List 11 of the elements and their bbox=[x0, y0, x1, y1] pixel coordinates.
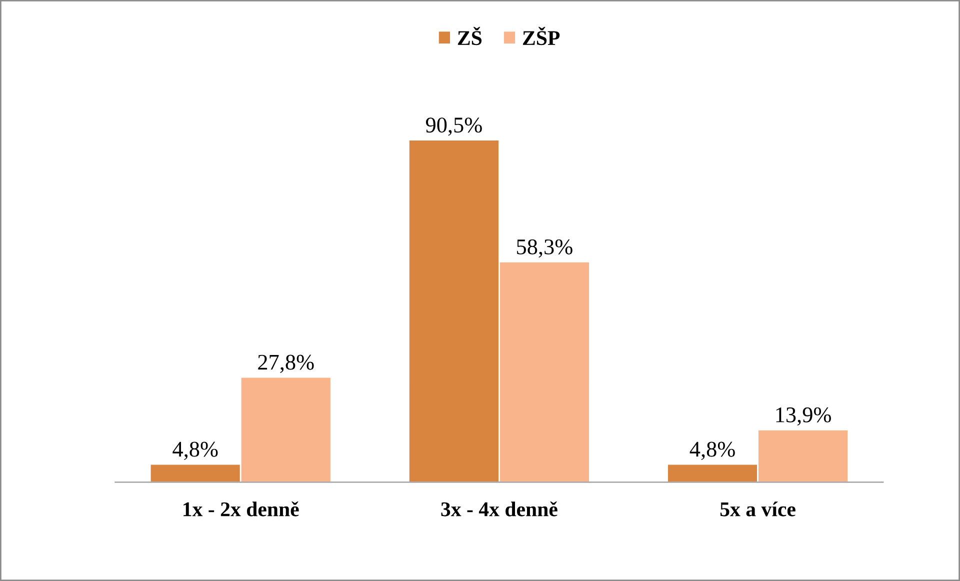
data-label: 90,5% bbox=[426, 118, 482, 136]
legend-label: ZŠP bbox=[523, 26, 560, 46]
x-tick-label: 5x a více bbox=[720, 502, 796, 516]
data-label: 13,9% bbox=[776, 407, 831, 426]
x-tick-label: 1x - 2x denně bbox=[184, 501, 299, 516]
data-label: 4,8% bbox=[690, 442, 735, 460]
x-tick-label: 3x - 4x denně bbox=[441, 501, 558, 516]
data-label: 4,8% bbox=[172, 442, 218, 460]
data-label: 58,3% bbox=[517, 239, 572, 258]
legend-label: ZŠ bbox=[458, 26, 482, 46]
data-label: 27,8% bbox=[258, 354, 314, 373]
